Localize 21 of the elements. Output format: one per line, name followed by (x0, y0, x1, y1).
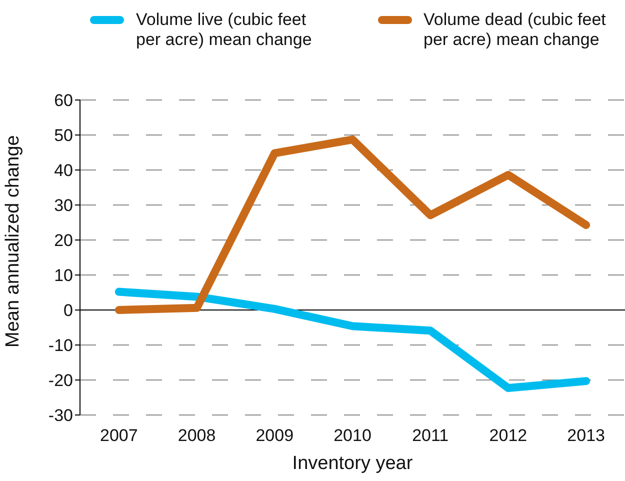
y-tick-label: -20 (48, 371, 73, 390)
x-tick-label: 2009 (256, 426, 294, 446)
y-tick-label: 50 (54, 126, 73, 146)
x-tick-label: 2013 (567, 426, 605, 446)
y-tick-label: -30 (48, 406, 73, 426)
legend-label: Volume live (cubic feet per acre) mean change (136, 10, 313, 50)
y-tick-label: 30 (54, 196, 73, 216)
x-tick-label: 2012 (489, 426, 528, 446)
x-tick-label: 2010 (334, 426, 372, 446)
y-tick-label: -10 (48, 336, 73, 356)
x-tick-label: 2011 (412, 426, 449, 446)
y-tick-label: 20 (54, 231, 73, 250)
y-tick-label: 10 (54, 266, 73, 286)
y-tick-label: 60 (54, 91, 73, 110)
x-tick-label: 2008 (178, 426, 216, 446)
x-tick-label: 2007 (100, 426, 138, 446)
y-tick-label: 40 (54, 161, 73, 180)
x-axis-title: Inventory year (292, 453, 414, 474)
y-axis-title: Mean annualized change (2, 135, 24, 348)
y-tick-label: 0 (64, 301, 73, 320)
legend-label: Volume dead (cubic feet per acre) mean change (424, 10, 607, 50)
